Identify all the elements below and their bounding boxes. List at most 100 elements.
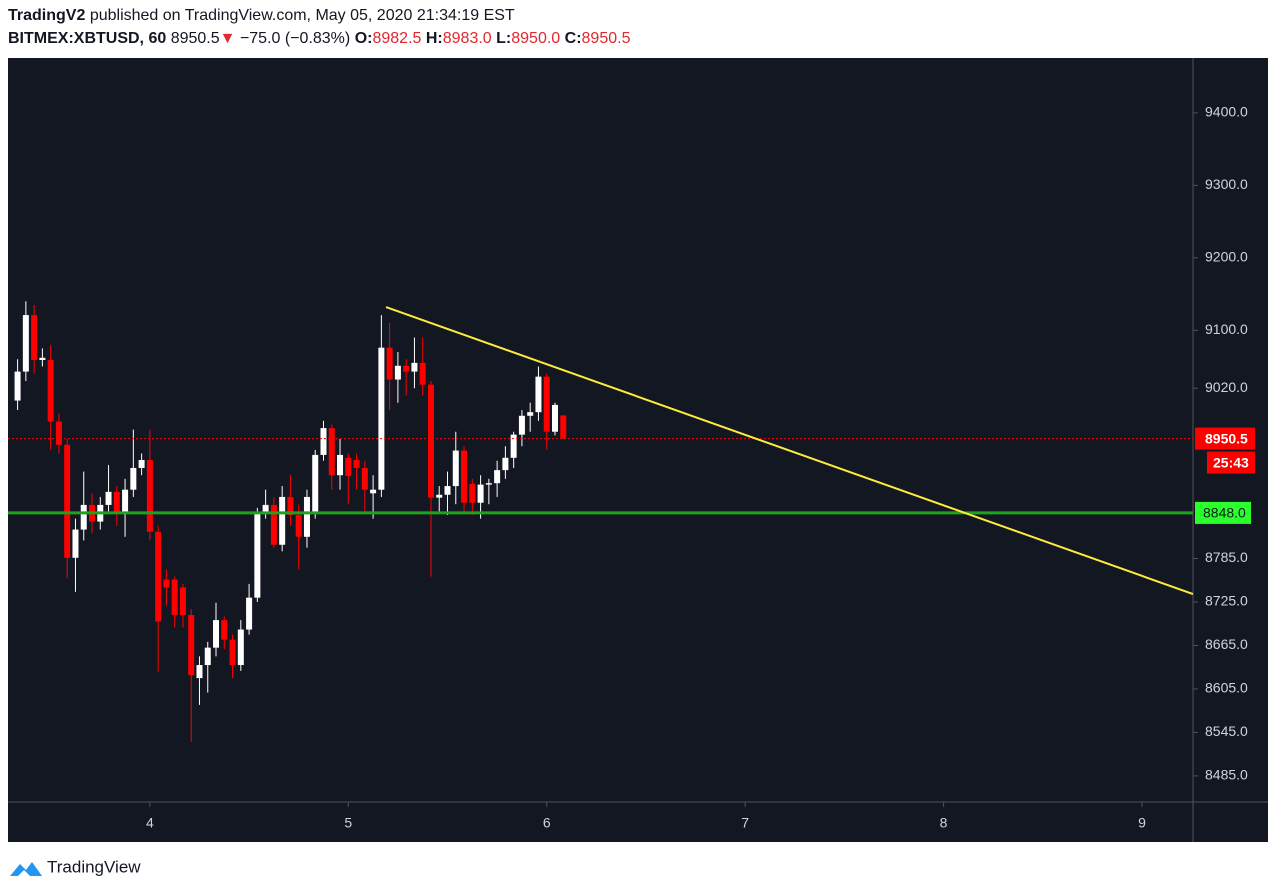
price-label: 8950.5 (1205, 430, 1248, 446)
ohlc-label: C: (564, 30, 582, 47)
candle-body (394, 365, 401, 380)
support-label-box (1195, 501, 1251, 524)
ohlc-label: H: (425, 30, 443, 47)
y-tick-label: 8725.0 (1205, 593, 1248, 609)
candle-body (80, 504, 87, 530)
candle-body (370, 489, 377, 494)
x-tick-label: 5 (344, 815, 352, 831)
ohlc-value: 8950.5 (581, 30, 631, 47)
candle-body (461, 450, 468, 503)
y-tick-label: 8665.0 (1205, 636, 1248, 652)
candle-body (477, 484, 484, 503)
candle-body (213, 620, 220, 648)
candle-body (204, 647, 211, 666)
change: −75.0 (−0.83%) (239, 30, 351, 47)
candle-body (188, 615, 195, 676)
axis-labels: 9400.09300.09200.09100.09020.08785.08725… (146, 104, 1255, 831)
candle-body (494, 470, 501, 484)
price-label-box (1195, 427, 1255, 450)
x-tick-label: 8 (940, 815, 948, 831)
support-label: 8848.0 (1203, 505, 1246, 521)
candle-body (543, 376, 550, 432)
plot (8, 301, 1194, 742)
candle-body (262, 504, 269, 513)
candle-body (552, 404, 559, 432)
publisher: TradingV2 (8, 7, 86, 24)
candle-body (312, 454, 319, 513)
candle-body (39, 357, 46, 360)
candle-body (22, 315, 29, 372)
candle-body (155, 531, 162, 622)
candle-body (560, 415, 567, 439)
trendline (385, 306, 1194, 595)
candle-body (337, 454, 344, 476)
arrow: ▼ (219, 30, 236, 47)
x-tick-label: 9 (1138, 815, 1146, 831)
candle-body (221, 620, 228, 640)
y-tick-label: 9200.0 (1205, 249, 1248, 265)
candle-body (444, 486, 451, 495)
candle-body (502, 457, 509, 471)
candle-body (113, 491, 120, 513)
candle-body (386, 347, 393, 380)
candle-body (353, 459, 360, 468)
candle-body (279, 496, 286, 545)
candle-body (527, 412, 534, 416)
ohlc-value: 8982.5 (372, 30, 422, 47)
candle-body (378, 347, 385, 490)
countdown-box (1207, 451, 1255, 474)
candle-body (237, 629, 244, 666)
x-tick-label: 4 (146, 815, 154, 831)
candle-body (510, 434, 517, 458)
header-line-2: BITMEX:XBTUSD, 60 8950.5▼ −75.0 (−0.83%)… (8, 30, 630, 48)
candle-body (485, 483, 492, 485)
ohlc-label: O: (354, 30, 373, 47)
chart-pane (8, 58, 1268, 842)
symbol: BITMEX:XBTUSD, 60 (8, 30, 167, 47)
ohlc-label: L: (496, 30, 512, 47)
ohlc-value: 8950.0 (511, 30, 561, 47)
y-tick-label: 9020.0 (1205, 379, 1248, 395)
candle-body (130, 467, 137, 490)
logo (10, 862, 42, 876)
candle-body (55, 421, 62, 445)
candle-body (427, 384, 434, 498)
published: published on TradingView.com, May 05, 20… (89, 7, 515, 24)
candle-body (287, 496, 294, 516)
candle-body (105, 491, 112, 505)
candle-body (303, 496, 310, 537)
candle-body (171, 579, 178, 616)
candle-body (31, 315, 38, 360)
candle-body (295, 515, 302, 537)
candle-body (452, 450, 459, 487)
candle-body (254, 512, 261, 598)
candle-body (361, 467, 368, 490)
logo-icon (10, 862, 42, 876)
y-tick-label: 8785.0 (1205, 549, 1248, 565)
candle-body (146, 459, 153, 532)
x-tick-label: 7 (741, 815, 749, 831)
header-line-1: TradingV2 published on TradingView.com, … (8, 7, 515, 25)
candle-body (345, 457, 352, 476)
candle-body (403, 365, 410, 372)
countdown-label: 25:43 (1213, 454, 1249, 470)
candle-body (320, 428, 327, 455)
y-tick-label: 9300.0 (1205, 176, 1248, 192)
candle-body (64, 444, 71, 558)
x-tick-label: 6 (543, 815, 551, 831)
last-price: 8950.5 (170, 30, 220, 47)
candle-body (179, 587, 186, 616)
candle-body (270, 504, 277, 545)
candle-body (72, 529, 79, 558)
candle-body (229, 639, 236, 666)
y-tick-label: 9400.0 (1205, 104, 1248, 120)
logo-icon-cut (18, 870, 30, 876)
candle-body (411, 362, 418, 372)
candle-body (138, 459, 145, 468)
candle-body (14, 371, 21, 401)
candle-body (535, 376, 542, 413)
y-tick-label: 8605.0 (1205, 680, 1248, 696)
y-tick-label: 9100.0 (1205, 321, 1248, 337)
